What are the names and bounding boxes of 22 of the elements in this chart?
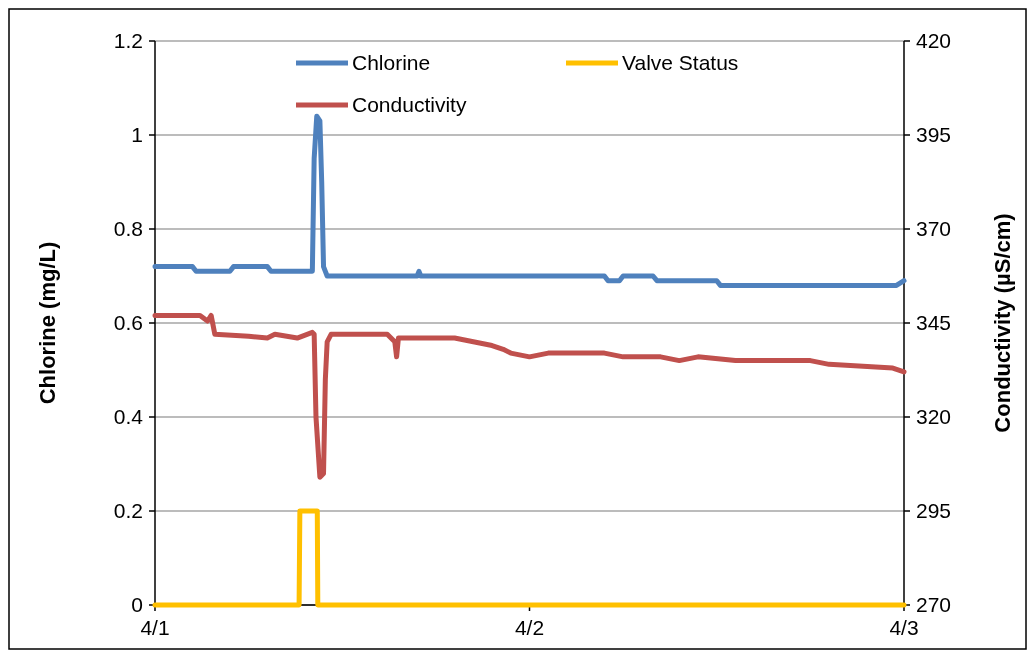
x-tick-label: 4/1 xyxy=(140,616,170,639)
y-tick-label: 0 xyxy=(131,593,143,617)
legend-label: Valve Status xyxy=(622,51,739,75)
legend-label: Chlorine xyxy=(352,51,431,75)
y-tick-label: 1 xyxy=(131,123,143,147)
y2-tick-label: 320 xyxy=(916,405,952,429)
y-tick-label: 0.2 xyxy=(113,499,143,523)
y2-tick-label: 420 xyxy=(916,29,952,53)
y-tick-label: 0.4 xyxy=(113,405,144,429)
y2-tick-label: 345 xyxy=(916,311,952,335)
y2-tick-label: 295 xyxy=(916,499,952,523)
x-tick-label: 4/3 xyxy=(889,616,919,639)
y-tick-label: 1.2 xyxy=(113,29,143,53)
y2-tick-label: 270 xyxy=(916,593,952,617)
y-tick-label: 0.8 xyxy=(113,217,143,241)
legend-label: Conductivity xyxy=(352,93,467,117)
y-tick-label: 0.6 xyxy=(113,311,143,335)
y2-axis-title: Conductivity (µS/cm) xyxy=(990,213,1015,433)
y-axis-title: Chlorine (mg/L) xyxy=(35,241,60,405)
x-tick-label: 4/2 xyxy=(514,616,545,639)
y2-tick-label: 370 xyxy=(916,217,952,241)
y2-tick-label: 395 xyxy=(916,123,952,147)
